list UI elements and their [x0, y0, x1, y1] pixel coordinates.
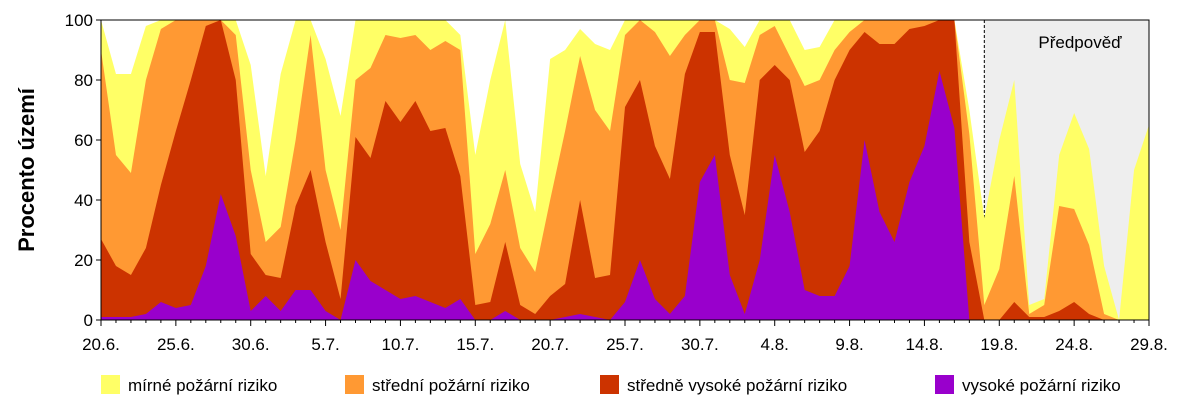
legend-label-2: středně vysoké požární riziko: [627, 376, 847, 395]
legend-swatch-0: [101, 375, 120, 394]
legend-label-3: vysoké požární riziko: [962, 376, 1121, 395]
x-tick-label: 14.8.: [906, 335, 944, 354]
y-axis-label: Procento území: [14, 87, 39, 252]
x-tick-label: 4.8.: [761, 335, 789, 354]
x-tick-label: 20.7.: [531, 335, 569, 354]
x-tick-label: 24.8.: [1055, 335, 1093, 354]
forecast-label: Předpověď: [1038, 33, 1122, 52]
x-tick-label: 9.8.: [835, 335, 863, 354]
legend-swatch-3: [935, 375, 954, 394]
y-tick-label: 0: [84, 311, 93, 330]
x-tick-label: 30.6.: [232, 335, 270, 354]
x-tick-label: 19.8.: [980, 335, 1018, 354]
y-tick-label: 60: [74, 131, 93, 150]
legend-label-0: mírné požární riziko: [128, 376, 277, 395]
x-tick-label: 15.7.: [456, 335, 494, 354]
x-tick-label: 10.7.: [382, 335, 420, 354]
y-tick-label: 100: [65, 11, 93, 30]
area-series-0: [101, 71, 1149, 320]
x-tick-label: 25.7.: [606, 335, 644, 354]
x-tick-label: 5.7.: [311, 335, 339, 354]
x-tick-label: 25.6.: [157, 335, 195, 354]
y-tick-label: 40: [74, 191, 93, 210]
x-tick-label: 30.7.: [681, 335, 719, 354]
y-tick-label: 80: [74, 71, 93, 90]
legend-swatch-1: [345, 375, 364, 394]
x-tick-label: 20.6.: [82, 335, 120, 354]
legend-label-1: střední požární riziko: [372, 376, 530, 395]
legend-swatch-2: [600, 375, 619, 394]
x-tick-label: 29.8.: [1130, 335, 1168, 354]
y-tick-label: 20: [74, 251, 93, 270]
